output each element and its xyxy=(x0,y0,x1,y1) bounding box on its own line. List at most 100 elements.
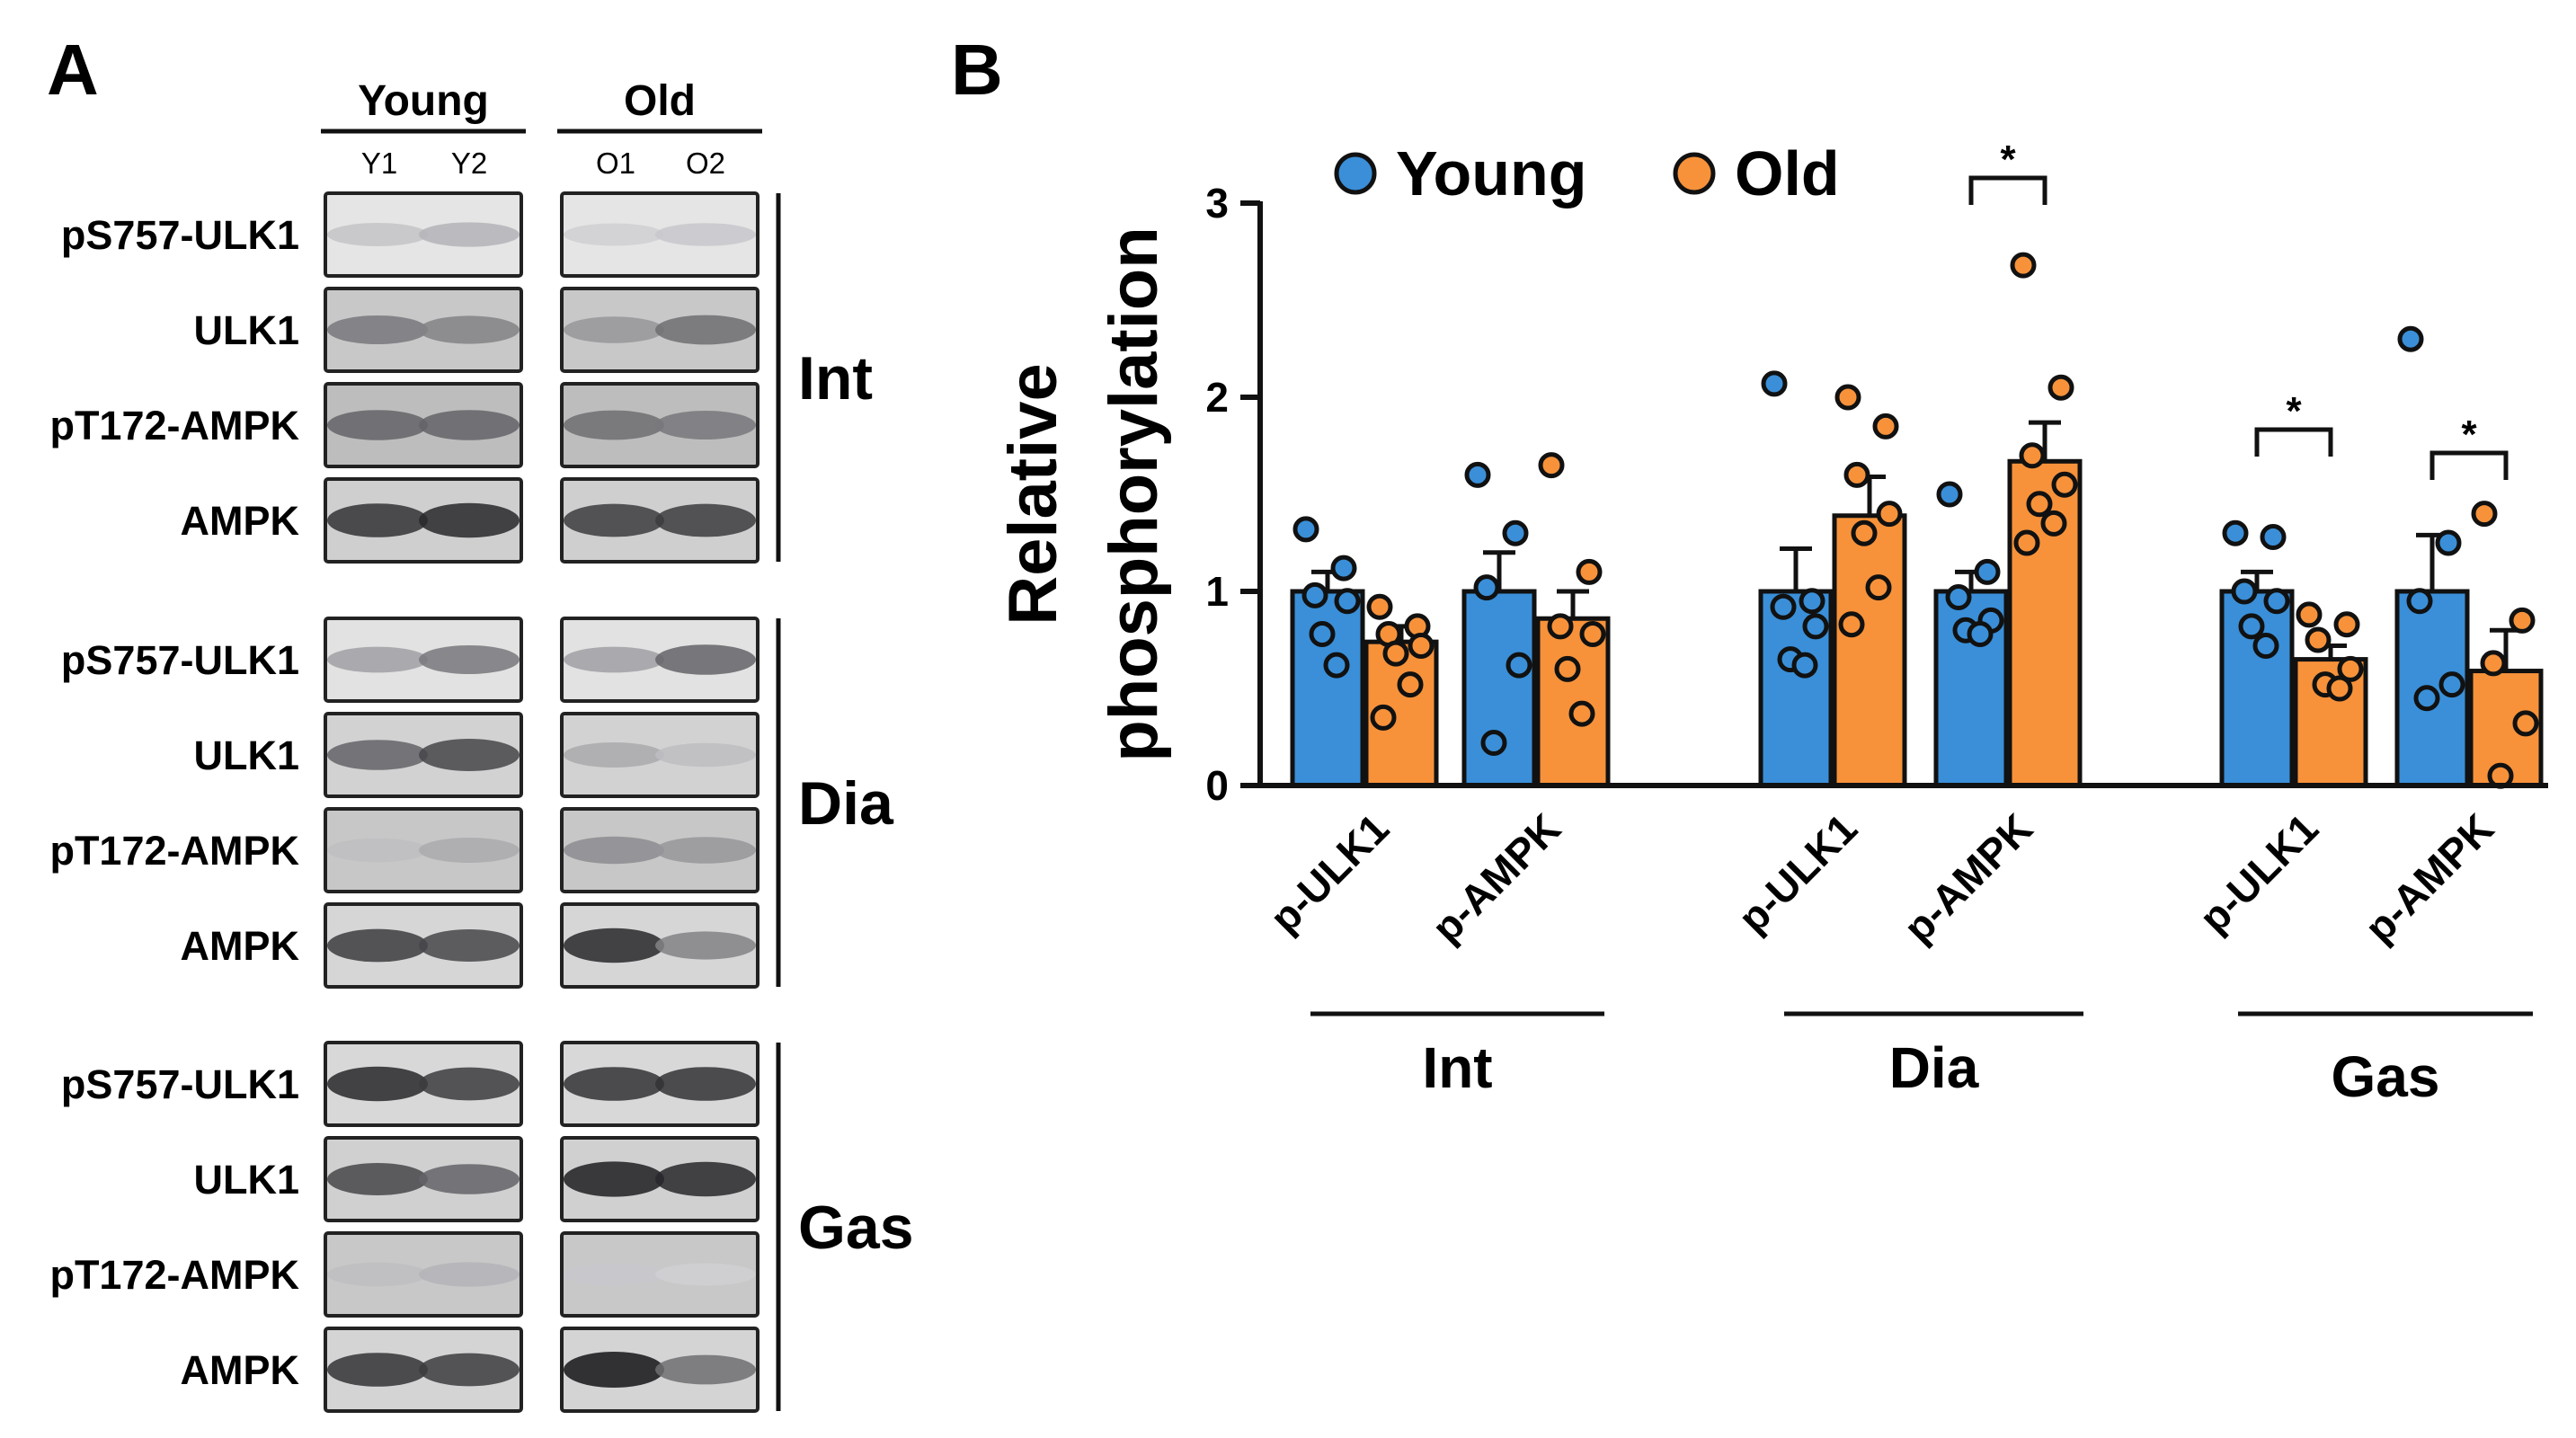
data-point-young xyxy=(1791,652,1818,679)
protein-band xyxy=(419,1067,520,1101)
bar-young xyxy=(1290,589,1365,788)
data-point-old xyxy=(2013,529,2040,556)
data-point-young xyxy=(1334,588,1361,615)
data-point-old xyxy=(2305,626,2332,653)
protein-label: pS757-ULK1 xyxy=(61,212,299,258)
protein-band xyxy=(564,742,664,768)
tissue-label-gas: Gas xyxy=(798,1194,914,1262)
protein-band xyxy=(655,503,756,537)
protein-label: pS757-ULK1 xyxy=(61,1061,299,1107)
data-point-old xyxy=(1568,700,1595,727)
data-point-young xyxy=(1292,516,1319,543)
protein-band xyxy=(655,411,756,439)
data-point-young xyxy=(1301,581,1328,608)
x-group-label-int: Int xyxy=(1422,1035,1492,1100)
data-point-young xyxy=(1480,729,1507,756)
y-tick-label: 1 xyxy=(1205,568,1229,615)
protein-band xyxy=(655,223,756,246)
data-point-old xyxy=(1876,501,1903,528)
protein-band xyxy=(655,1354,756,1385)
data-point-old xyxy=(1834,384,1861,411)
data-point-young xyxy=(1936,481,1963,508)
data-point-young xyxy=(1464,461,1491,488)
data-point-young xyxy=(1502,519,1529,546)
data-point-old xyxy=(1538,452,1565,479)
protein-band xyxy=(655,931,756,960)
protein-band xyxy=(419,410,520,440)
protein-band xyxy=(564,646,664,673)
chart-legend: Young Old xyxy=(1334,138,1840,209)
data-point-old xyxy=(2047,374,2074,401)
data-point-old xyxy=(1397,671,1424,698)
protein-band xyxy=(419,315,520,344)
protein-band xyxy=(655,742,756,768)
data-point-old xyxy=(2040,510,2067,537)
x-category-label: p-ULK1 xyxy=(1729,804,1866,941)
protein-band xyxy=(327,928,428,963)
data-point-old xyxy=(1838,611,1865,638)
protein-label: AMPK xyxy=(181,923,300,969)
protein-band xyxy=(327,1353,428,1387)
y-tick-label: 3 xyxy=(1205,180,1229,226)
protein-label: pS757-ULK1 xyxy=(61,637,299,683)
protein-band xyxy=(564,1067,664,1101)
protein-band xyxy=(419,1164,520,1194)
protein-band xyxy=(327,315,428,344)
x-category-label: p-AMPK xyxy=(1423,804,1569,951)
protein-label: pT172-AMPK xyxy=(49,828,299,874)
x-group-label-gas: Gas xyxy=(2332,1044,2440,1109)
data-point-young xyxy=(1967,621,1994,648)
protein-band xyxy=(655,1161,756,1197)
protein-band xyxy=(655,1263,756,1286)
data-point-old xyxy=(1554,655,1581,682)
data-point-old xyxy=(2296,601,2323,628)
lane-label: O2 xyxy=(686,146,725,180)
protein-band xyxy=(655,315,756,345)
data-point-old xyxy=(1370,704,1397,731)
panel-a-label: A xyxy=(47,30,99,110)
data-point-young xyxy=(2435,529,2462,556)
data-point-young xyxy=(2222,519,2249,546)
data-point-old xyxy=(1843,461,1870,488)
group-label-young: Young xyxy=(358,77,489,125)
data-point-young xyxy=(2406,588,2433,615)
protein-band xyxy=(327,1163,428,1195)
data-point-old xyxy=(2337,655,2364,682)
panel-b-label: B xyxy=(951,30,1003,110)
protein-band xyxy=(655,837,756,864)
protein-band xyxy=(564,223,664,246)
protein-band xyxy=(564,503,664,537)
tissue-label-int: Int xyxy=(798,344,873,413)
group-label-old: Old xyxy=(624,77,696,125)
data-point-young xyxy=(1945,583,1972,610)
data-point-young xyxy=(2238,613,2265,640)
data-point-old xyxy=(1579,621,1606,648)
y-axis: 0 1 2 3 Relative phosphorylation xyxy=(995,180,1263,809)
data-point-young xyxy=(1974,558,2001,585)
data-point-old xyxy=(2326,675,2353,702)
protein-band xyxy=(564,410,664,440)
protein-band xyxy=(419,929,520,962)
significance-bracket xyxy=(1968,175,2047,205)
legend-label-old: Old xyxy=(1735,138,1840,209)
data-point-old xyxy=(2480,650,2507,677)
significance-star: * xyxy=(2000,138,2016,182)
data-point-old xyxy=(2051,471,2078,498)
data-point-young xyxy=(1506,652,1532,679)
significance-star: * xyxy=(2286,389,2302,433)
data-point-old xyxy=(1576,558,1603,585)
protein-band xyxy=(327,223,428,246)
y-axis-title: Relative phosphorylation xyxy=(995,226,1172,761)
y-axis-title-line: phosphorylation xyxy=(1096,226,1172,761)
protein-band xyxy=(327,1262,428,1287)
protein-band xyxy=(564,836,664,865)
x-category-label: p-AMPK xyxy=(2356,804,2502,951)
protein-band xyxy=(327,740,428,770)
protein-band xyxy=(655,1067,756,1101)
data-point-old xyxy=(2471,501,2498,528)
protein-band xyxy=(419,1353,520,1387)
blot-rows: pS757-ULK1 ULK1 pT172-AMPK AMPK Int pS757-ULK… xyxy=(49,191,914,1413)
protein-band xyxy=(655,644,756,675)
chart-points xyxy=(1292,252,2539,789)
